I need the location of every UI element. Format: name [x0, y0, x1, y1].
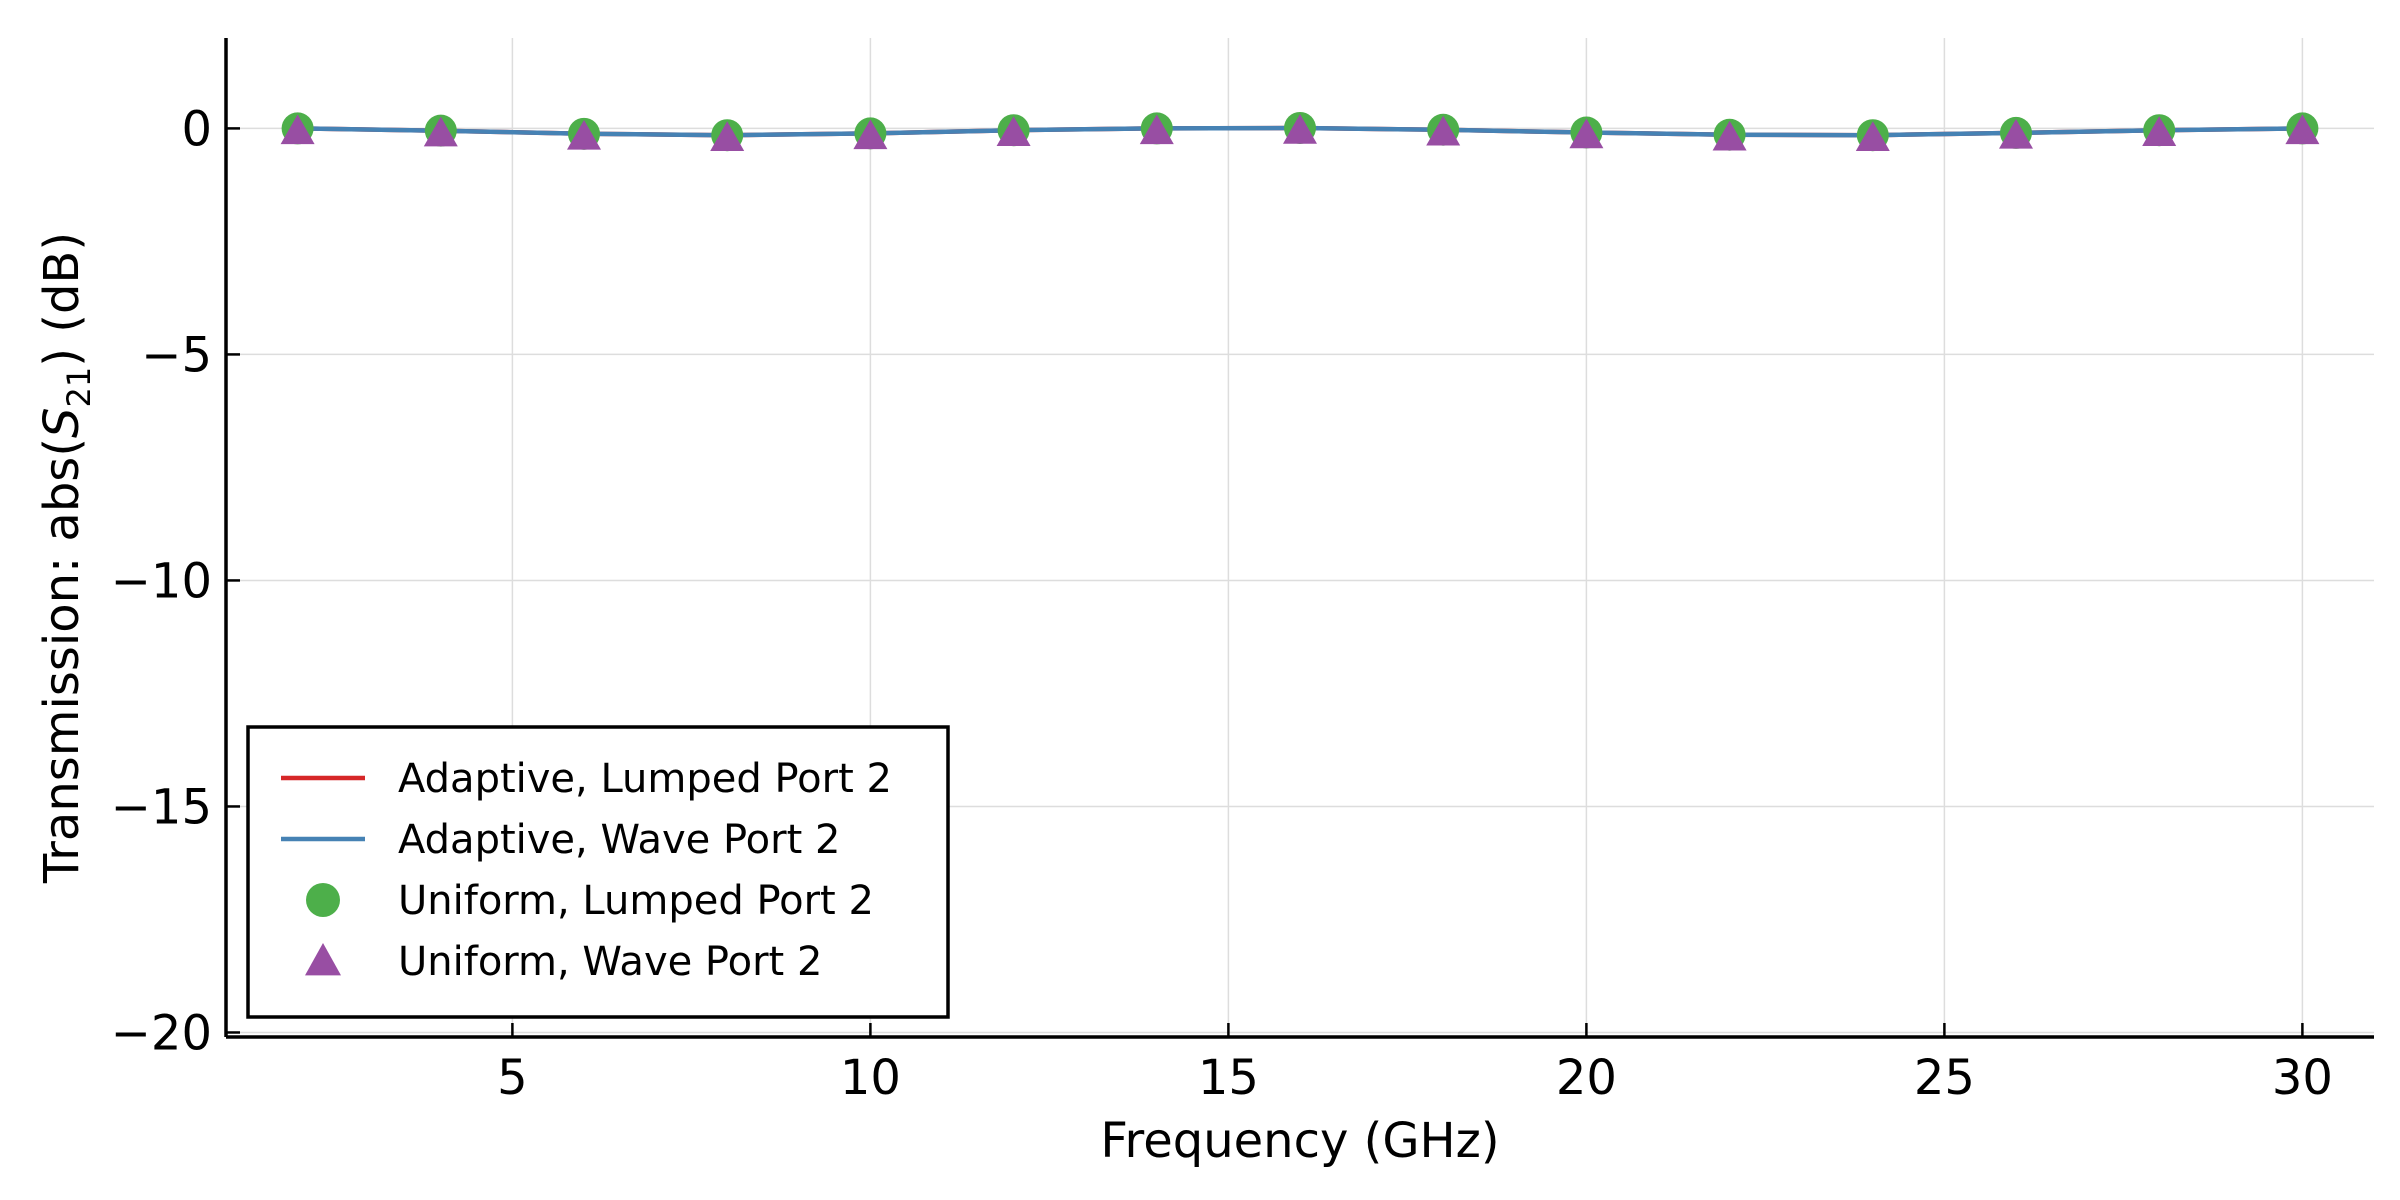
x-tick-label: 15 — [1198, 1050, 1259, 1106]
x-tick-label: 10 — [840, 1050, 901, 1106]
data-point-triangle — [2142, 116, 2177, 146]
legend-entry: Uniform, Lumped Port 2 — [306, 878, 874, 924]
data-point-triangle — [853, 119, 888, 150]
y-axis-label-suffix: ) (dB) — [34, 232, 90, 367]
legend-triangle-swatch — [305, 943, 341, 976]
legend-entry: Adaptive, Wave Port 2 — [281, 817, 840, 863]
x-tick-label: 30 — [2272, 1050, 2333, 1106]
data-point-triangle — [710, 121, 745, 151]
data-point-triangle — [1569, 118, 1604, 149]
y-tick-label: −20 — [111, 1005, 212, 1061]
legend-label: Uniform, Lumped Port 2 — [398, 878, 874, 924]
ticks: 5 10 15 20 25 30 0 −5 −10 −15 −20 — [111, 101, 2333, 1106]
data-point-triangle — [1426, 115, 1461, 146]
data-point-triangle — [996, 116, 1031, 146]
data-point-triangle — [1855, 121, 1890, 151]
y-axis-label: Transmission: abs(S21) (dB) — [34, 232, 98, 884]
legend-items: Adaptive, Lumped Port 2 Adaptive, Wave Po… — [281, 756, 892, 985]
axes — [224, 38, 2374, 1039]
y-axis-label-symbol: S — [34, 407, 90, 437]
y-tick-label: −10 — [111, 553, 212, 609]
legend: Adaptive, Lumped Port 2 Adaptive, Wave Po… — [246, 725, 950, 1019]
legend-entry: Adaptive, Lumped Port 2 — [281, 756, 892, 802]
series-layer — [280, 111, 2320, 152]
data-point-triangle — [1999, 118, 2033, 149]
x-tick-label: 25 — [1914, 1050, 1975, 1106]
data-point-triangle — [280, 114, 315, 145]
legend-entry: Uniform, Wave Port 2 — [305, 939, 822, 985]
legend-label: Uniform, Wave Port 2 — [398, 939, 822, 985]
data-point-triangle — [1139, 114, 1174, 145]
y-axis-label-subscript: 21 — [60, 367, 98, 408]
legend-box — [246, 725, 950, 1019]
x-tick-label: 5 — [497, 1050, 528, 1106]
x-axis-label: Frequency (GHz) — [1100, 1113, 1499, 1169]
x-tick-label: 20 — [1556, 1050, 1617, 1106]
y-tick-label: 0 — [181, 101, 212, 157]
data-point-triangle — [567, 119, 601, 150]
y-tick-label: −15 — [111, 779, 212, 835]
data-point-triangle — [2285, 114, 2320, 145]
legend-label: Adaptive, Wave Port 2 — [398, 817, 840, 863]
data-point-triangle — [1712, 120, 1747, 151]
y-tick-label: −5 — [141, 327, 212, 383]
data-point-triangle — [423, 116, 458, 147]
series-4 — [280, 113, 2320, 151]
data-point-triangle — [1283, 113, 1317, 144]
legend-circle-swatch — [306, 883, 340, 917]
y-axis-label-prefix: Transmission: abs( — [34, 438, 90, 884]
legend-label: Adaptive, Lumped Port 2 — [398, 756, 892, 802]
